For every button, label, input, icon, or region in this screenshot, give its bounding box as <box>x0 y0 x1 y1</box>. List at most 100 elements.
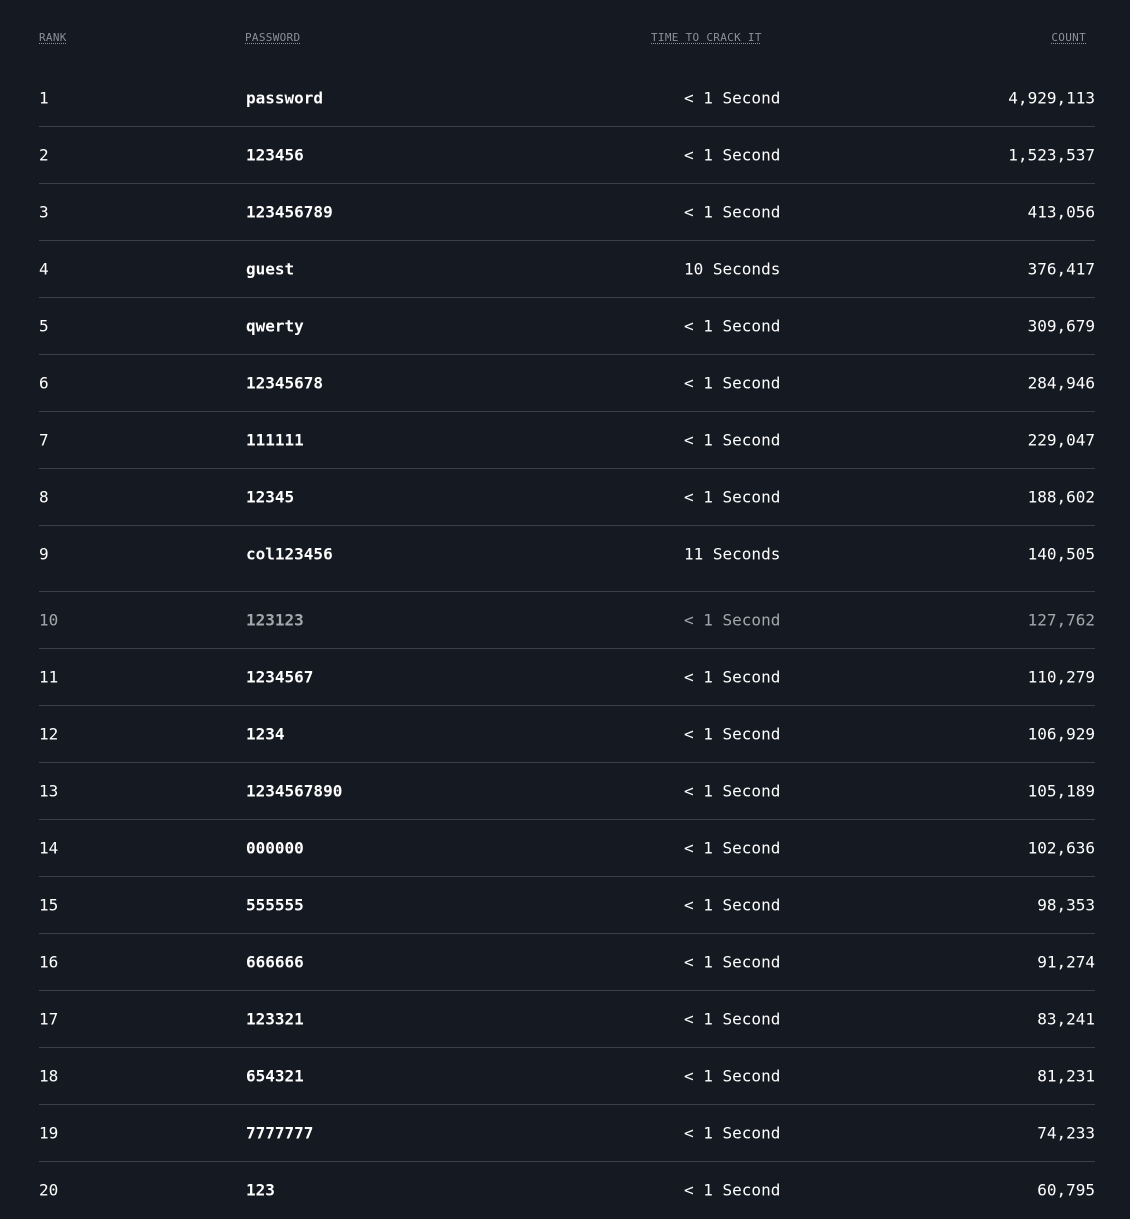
rank-cell: 2 <box>39 145 49 165</box>
table-row: 11 1234567 < 1 Second 110,279 <box>39 649 1095 706</box>
table-row: 8 12345 < 1 Second 188,602 <box>39 469 1095 526</box>
rank-cell: 11 <box>39 667 59 687</box>
rank-cell: 10 <box>39 610 59 630</box>
time-to-crack-cell: < 1 Second <box>684 838 781 858</box>
rank-column-header[interactable]: RANK <box>39 31 67 44</box>
time-to-crack-cell: 10 Seconds <box>684 259 781 279</box>
count-cell: 4,929,113 <box>1008 88 1095 108</box>
count-cell: 106,929 <box>1027 724 1095 744</box>
table-row: 13 1234567890 < 1 Second 105,189 <box>39 763 1095 820</box>
time-to-crack-cell: < 1 Second <box>684 724 781 744</box>
count-cell: 98,353 <box>1037 895 1095 915</box>
time-to-crack-cell: < 1 Second <box>684 430 781 450</box>
rank-cell: 20 <box>39 1180 59 1200</box>
time-to-crack-cell: < 1 Second <box>684 895 781 915</box>
time-to-crack-cell: < 1 Second <box>684 88 781 108</box>
time-to-crack-cell: < 1 Second <box>684 202 781 222</box>
table-row: 2 123456 < 1 Second 1,523,537 <box>39 127 1095 184</box>
rank-cell: 7 <box>39 430 49 450</box>
password-cell: 123456 <box>246 145 304 165</box>
rank-cell: 1 <box>39 88 49 108</box>
count-cell: 105,189 <box>1027 781 1095 801</box>
rank-cell: 5 <box>39 316 49 336</box>
password-cell: 123123 <box>246 610 304 630</box>
password-cell: qwerty <box>246 316 304 336</box>
password-column-header[interactable]: PASSWORD <box>245 31 301 44</box>
password-cell: 1234567890 <box>246 781 343 801</box>
time-to-crack-cell: < 1 Second <box>684 610 781 630</box>
table-row: 19 7777777 < 1 Second 74,233 <box>39 1105 1095 1162</box>
count-cell: 60,795 <box>1037 1180 1095 1200</box>
table-row: 20 123 < 1 Second 60,795 <box>39 1162 1095 1218</box>
password-cell: col123456 <box>246 544 333 564</box>
table-row: 12 1234 < 1 Second 106,929 <box>39 706 1095 763</box>
count-cell: 74,233 <box>1037 1123 1095 1143</box>
password-cell: password <box>246 88 324 108</box>
count-cell: 309,679 <box>1027 316 1095 336</box>
password-cell: 123321 <box>246 1009 304 1029</box>
time-to-crack-cell: < 1 Second <box>684 373 781 393</box>
password-cell: 000000 <box>246 838 304 858</box>
password-cell: 123 <box>246 1180 275 1200</box>
count-cell: 102,636 <box>1027 838 1095 858</box>
table-body: 1 password < 1 Second 4,929,113 2 123456 < 1 S… <box>39 70 1095 1218</box>
password-cell: 666666 <box>246 952 304 972</box>
table-row: 7 111111 < 1 Second 229,047 <box>39 412 1095 469</box>
password-cell: 1234567 <box>246 667 314 687</box>
table-row: 14 000000 < 1 Second 102,636 <box>39 820 1095 877</box>
rank-cell: 15 <box>39 895 59 915</box>
table-row: 18 654321 < 1 Second 81,231 <box>39 1048 1095 1105</box>
rank-cell: 12 <box>39 724 59 744</box>
table-row: 4 guest 10 Seconds 376,417 <box>39 241 1095 298</box>
time-to-crack-cell: < 1 Second <box>684 1180 781 1200</box>
count-cell: 229,047 <box>1027 430 1095 450</box>
table-header: RANK PASSWORD TIME TO CRACK IT COUNT <box>39 0 1095 70</box>
rank-cell: 6 <box>39 373 49 393</box>
count-cell: 376,417 <box>1027 259 1095 279</box>
count-cell: 284,946 <box>1027 373 1095 393</box>
password-cell: 12345678 <box>246 373 324 393</box>
count-cell: 1,523,537 <box>1008 145 1095 165</box>
rank-cell: 14 <box>39 838 59 858</box>
rank-cell: 18 <box>39 1066 59 1086</box>
count-cell: 91,274 <box>1037 952 1095 972</box>
count-cell: 83,241 <box>1037 1009 1095 1029</box>
password-cell: 654321 <box>246 1066 304 1086</box>
time-to-crack-cell: < 1 Second <box>684 952 781 972</box>
table-row: 10 123123 < 1 Second 127,762 <box>39 592 1095 649</box>
time-to-crack-cell: < 1 Second <box>684 1009 781 1029</box>
count-column-header[interactable]: COUNT <box>1051 31 1086 44</box>
count-cell: 127,762 <box>1027 610 1095 630</box>
table-row: 5 qwerty < 1 Second 309,679 <box>39 298 1095 355</box>
count-cell: 413,056 <box>1027 202 1095 222</box>
time-to-crack-cell: < 1 Second <box>684 487 781 507</box>
table-row: 1 password < 1 Second 4,929,113 <box>39 70 1095 127</box>
time-to-crack-cell: < 1 Second <box>684 781 781 801</box>
rank-cell: 3 <box>39 202 49 222</box>
password-cell: guest <box>246 259 295 279</box>
table-row: 6 12345678 < 1 Second 284,946 <box>39 355 1095 412</box>
table-row: 16 666666 < 1 Second 91,274 <box>39 934 1095 991</box>
table-row: 9 col123456 11 Seconds 140,505 <box>39 526 1095 592</box>
time-to-crack-cell: 11 Seconds <box>684 544 781 564</box>
time-to-crack-cell: < 1 Second <box>684 316 781 336</box>
time-to-crack-column-header[interactable]: TIME TO CRACK IT <box>651 31 762 44</box>
count-cell: 188,602 <box>1027 487 1095 507</box>
count-cell: 110,279 <box>1027 667 1095 687</box>
rank-cell: 16 <box>39 952 59 972</box>
rank-cell: 19 <box>39 1123 59 1143</box>
password-cell: 555555 <box>246 895 304 915</box>
rank-cell: 9 <box>39 544 49 564</box>
rank-cell: 4 <box>39 259 49 279</box>
rank-cell: 8 <box>39 487 49 507</box>
password-cell: 7777777 <box>246 1123 314 1143</box>
password-cell: 1234 <box>246 724 285 744</box>
password-cell: 12345 <box>246 487 295 507</box>
time-to-crack-cell: < 1 Second <box>684 667 781 687</box>
rank-cell: 17 <box>39 1009 59 1029</box>
table-row: 17 123321 < 1 Second 83,241 <box>39 991 1095 1048</box>
password-cell: 123456789 <box>246 202 333 222</box>
table-row: 15 555555 < 1 Second 98,353 <box>39 877 1095 934</box>
password-table: RANK PASSWORD TIME TO CRACK IT COUNT 1 pa… <box>39 0 1095 1218</box>
table-row: 3 123456789 < 1 Second 413,056 <box>39 184 1095 241</box>
